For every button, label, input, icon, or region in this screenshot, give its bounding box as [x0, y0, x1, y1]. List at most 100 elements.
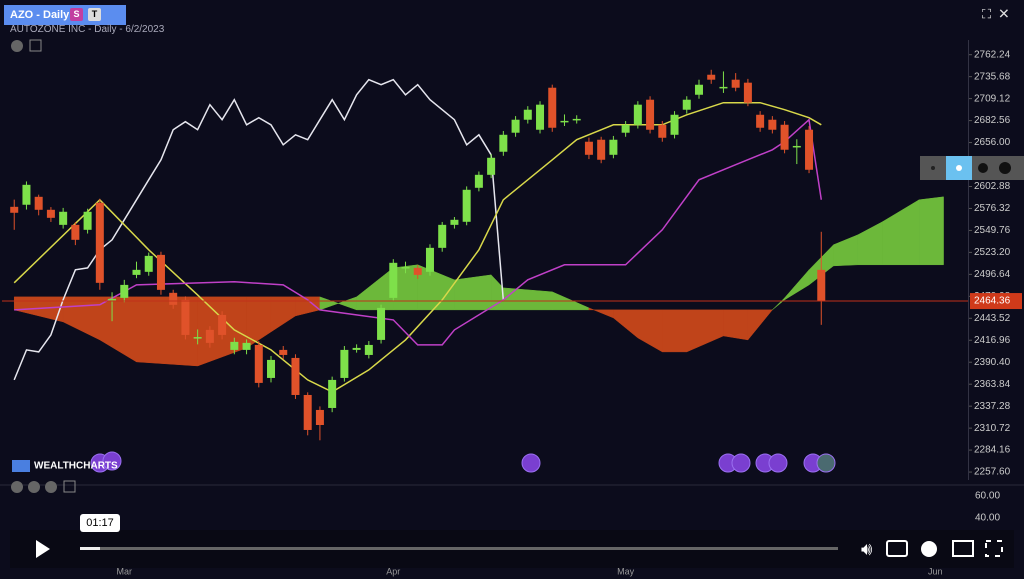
tool-icon[interactable] [63, 480, 76, 493]
candle-body [242, 342, 251, 350]
candle-body [169, 292, 178, 305]
candle-body [658, 124, 667, 138]
cloud-segment [246, 296, 272, 349]
candle-body [22, 184, 31, 205]
candle-body [303, 394, 312, 430]
candle-body [230, 341, 239, 350]
candle-body [499, 134, 508, 152]
cloud-segment [454, 274, 492, 311]
candle-body [768, 119, 777, 130]
toolbar-dot[interactable] [931, 166, 935, 170]
event-icon[interactable] [102, 451, 122, 471]
candle-body [670, 114, 679, 135]
tool-icons [11, 39, 76, 493]
candle-body [205, 329, 214, 343]
candle-body [193, 337, 202, 339]
y-tick-label: 2735.68 [974, 71, 1011, 82]
candle-body [279, 349, 288, 355]
event-icon[interactable] [521, 453, 541, 473]
candle-body [572, 118, 581, 121]
y-tick-label: 2416.96 [974, 335, 1011, 346]
tool-icon[interactable] [28, 481, 40, 493]
play-button[interactable] [36, 540, 50, 558]
y-tick-label: 2602.88 [974, 181, 1011, 192]
candle-body [425, 247, 434, 272]
candle-body [83, 211, 92, 230]
volume-button[interactable]: 🔊︎ [861, 539, 872, 559]
candle-body [450, 219, 459, 225]
tool-icon[interactable] [45, 481, 57, 493]
y-tick-label: 2762.24 [974, 49, 1011, 60]
candle-body [34, 196, 43, 210]
fullscreen-button[interactable] [985, 540, 1003, 557]
x-tick-label: Jun [928, 566, 943, 576]
badge[interactable]: S [70, 8, 83, 21]
candle-body [315, 409, 324, 425]
candle-body [805, 129, 814, 170]
candle-body [682, 99, 691, 110]
y-tick-label: 2310.72 [974, 423, 1011, 434]
close-icon[interactable]: ✕ [998, 6, 1010, 22]
last-price-box [970, 293, 1022, 310]
cc-button[interactable] [886, 540, 908, 557]
pip-button[interactable] [952, 540, 974, 557]
cloud-segment [613, 309, 639, 339]
candle-body [254, 344, 263, 383]
candle-body [523, 109, 532, 120]
candle-body [156, 254, 165, 290]
y-tick-label: 2390.40 [974, 357, 1011, 368]
candle-body [340, 349, 349, 378]
toolbar-dot[interactable] [978, 163, 988, 173]
cloud-segment [772, 297, 785, 311]
symbol-header[interactable]: AZO - Daily S T [4, 5, 126, 25]
cloud-segment [784, 269, 810, 301]
candle-body [71, 224, 80, 240]
event-icon[interactable] [731, 453, 751, 473]
cloud-segment [417, 264, 455, 311]
candle-body [719, 86, 728, 89]
candle-body [389, 262, 398, 298]
candle-body [817, 269, 826, 302]
candle-body [474, 174, 483, 188]
indicator-line [14, 118, 823, 346]
last-price-label: 2464.36 [974, 296, 1011, 307]
event-icon[interactable] [768, 453, 788, 473]
cloud-segment [503, 287, 553, 311]
fullscreen-icon[interactable]: ⛶ [981, 6, 992, 21]
cloud-segment [356, 267, 394, 311]
symbol-title: AZO - Daily [10, 9, 70, 21]
plot: 2762.242735.682709.122682.562656.002629.… [2, 49, 1022, 478]
candle-body [646, 99, 655, 130]
candle-body [536, 104, 545, 130]
y-tick-label: 2576.32 [974, 203, 1011, 214]
events [90, 451, 836, 473]
y-tick-label: 2709.12 [974, 93, 1011, 104]
candle-body [548, 87, 557, 128]
candle-body [218, 314, 227, 335]
cloud-segment [662, 309, 688, 353]
y-tick-label: 2337.28 [974, 401, 1011, 412]
y-tick-label: 2443.52 [974, 313, 1011, 324]
toolbar-dot[interactable] [956, 165, 962, 171]
settings-button[interactable] [921, 541, 937, 557]
candle-body [487, 157, 496, 175]
candle-body [352, 347, 361, 350]
progress-track[interactable] [100, 547, 838, 550]
badge[interactable]: T [88, 8, 101, 21]
tool-icon[interactable] [29, 39, 42, 52]
x-tick-label: Apr [386, 566, 400, 576]
cloud-segment [62, 296, 101, 341]
cloud-segment [857, 221, 883, 266]
candle-body [120, 284, 129, 298]
x-tick-label: May [617, 566, 635, 576]
toolbar-dot[interactable] [999, 162, 1011, 174]
time-bubble: 01:17 [80, 514, 120, 532]
candle-body [364, 344, 373, 355]
event-icon[interactable] [816, 453, 836, 473]
candle-body [108, 298, 117, 301]
candle-body [731, 79, 740, 88]
tool-icon[interactable] [11, 40, 23, 52]
tool-icon[interactable] [11, 481, 23, 493]
candle-body [438, 224, 447, 248]
